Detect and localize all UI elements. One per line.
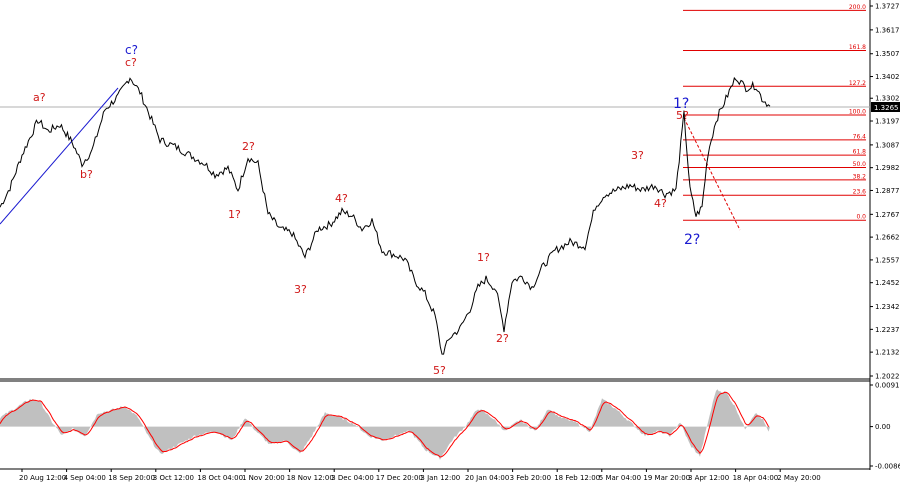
wave-label-c: c? [125,56,137,69]
wave-labels-red: a? b? c? 1? 2? 3? 4? 5? 1? 2? 3? 4? 5? [33,56,689,377]
fib-level-label: 161.8 [849,44,866,51]
oscillator-signal-line [0,391,770,458]
time-axis-label: 18 Sep 20:00 [108,474,155,482]
price-axis-label: 1.3617 [875,26,900,34]
price-axis-label: 1.2022 [875,373,900,381]
wave-label-1-b: 1? [477,251,490,264]
oscillator-axis-label: 0.0091 [875,382,900,390]
wave-label-c-blue: c? [125,43,138,57]
wave-label-5-a: 5? [433,364,446,377]
price-axis-label: 1.3087 [875,141,900,149]
wave-label-2-b: 2? [496,332,509,345]
fibonacci-levels: 200.0 161.8 127.2 100.0 76.4 61.8 50.0 38.2 23.6… [683,4,866,221]
oscillator-axis-label: 0.00 [875,423,891,431]
fib-level-label: 200.0 [849,4,866,11]
time-axis-label: 18 Oct 04:00 [197,474,243,482]
time-axis-label: 18 Feb 12:00 [554,474,600,482]
price-axis-label: 1.2767 [875,211,900,219]
time-axis-label: 2 May 20:00 [777,474,821,482]
time-axis-label: 3 Dec 04:00 [331,474,374,482]
price-axis-label: 1.3402 [875,73,900,81]
time-axis-label: 3 Oct 12:00 [153,474,194,482]
oscillator-panel [0,389,770,460]
oscillator-histogram [0,389,770,460]
wave-label-3-b: 3? [631,149,644,162]
time-axis-label: 3 Jan 12:00 [420,474,460,482]
retracement-dashed-line [683,117,741,231]
price-axis-label: 1.2132 [875,349,900,357]
wave-label-1-a: 1? [228,208,241,221]
time-axis-label: 3 Apr 12:00 [688,474,729,482]
time-axis-label: 3 Feb 20:00 [510,474,551,482]
price-axis-label: 1.2237 [875,326,900,334]
time-axis-label: 18 Nov 12:00 [287,474,334,482]
time-axis-label: 17 Dec 20:00 [376,474,423,482]
wave-label-2-a: 2? [242,140,255,153]
price-axis-label: 1.2452 [875,279,900,287]
wave-label-2-blue: 2? [684,232,700,248]
price-axis-label: 1.2662 [875,234,900,242]
price-axis-label: 1.3302 [875,95,900,103]
time-axis-label: 19 Mar 20:00 [643,474,690,482]
price-axis-label: 1.2342 [875,303,900,311]
wave-channel-line [0,87,119,225]
price-axis-label: 1.3727 [875,3,900,11]
wave-label-b: b? [80,168,93,181]
fib-level-label: 50.0 [853,161,867,168]
price-axis-label: 1.3197 [875,118,900,126]
wave-labels-blue: c? 1? 2? [125,43,700,248]
wave-label-4-b: 4? [654,197,667,210]
fib-level-label: 61.8 [853,149,867,156]
time-axis-label: 20 Aug 12:00 [19,474,66,482]
fib-level-label: 0.0 [856,214,866,221]
wave-label-5-b: 5? [676,109,689,122]
current-price-label: 1.3265 [874,104,899,112]
price-axis-label: 1.3507 [875,50,900,58]
fib-level-label: 76.4 [853,133,867,140]
fib-level-label: 100.0 [849,108,866,115]
wave-label-1-blue: 1? [673,96,689,112]
price-axis-label: 1.2982 [875,164,900,172]
wave-label-a: a? [33,91,46,104]
time-axis-label: 5 Mar 04:00 [599,474,641,482]
time-axis-label: 1 Nov 20:00 [242,474,285,482]
fib-level-label: 127.2 [849,80,866,87]
time-axis-labels: 20 Aug 12:004 Sep 04:00 18 Sep 20:003 Oct… [19,469,821,482]
trend-lines [0,87,741,231]
fib-level-label: 23.6 [853,189,867,196]
time-axis-label: 4 Sep 04:00 [64,474,106,482]
wave-label-3-a: 3? [294,283,307,296]
price-series-line [0,76,771,355]
wave-label-4-a: 4? [335,192,348,205]
price-axis-label: 1.2557 [875,256,900,264]
time-axis-label: 20 Jan 04:00 [465,474,509,482]
price-axis-labels: 1.3727 1.3617 1.3507 1.3402 1.3302 1.3197 1.30… [870,3,900,381]
current-price-tag [871,102,900,112]
time-axis-label: 18 Apr 04:00 [733,474,779,482]
fib-level-label: 38.2 [853,173,867,180]
price-axis-label: 1.2877 [875,187,900,195]
